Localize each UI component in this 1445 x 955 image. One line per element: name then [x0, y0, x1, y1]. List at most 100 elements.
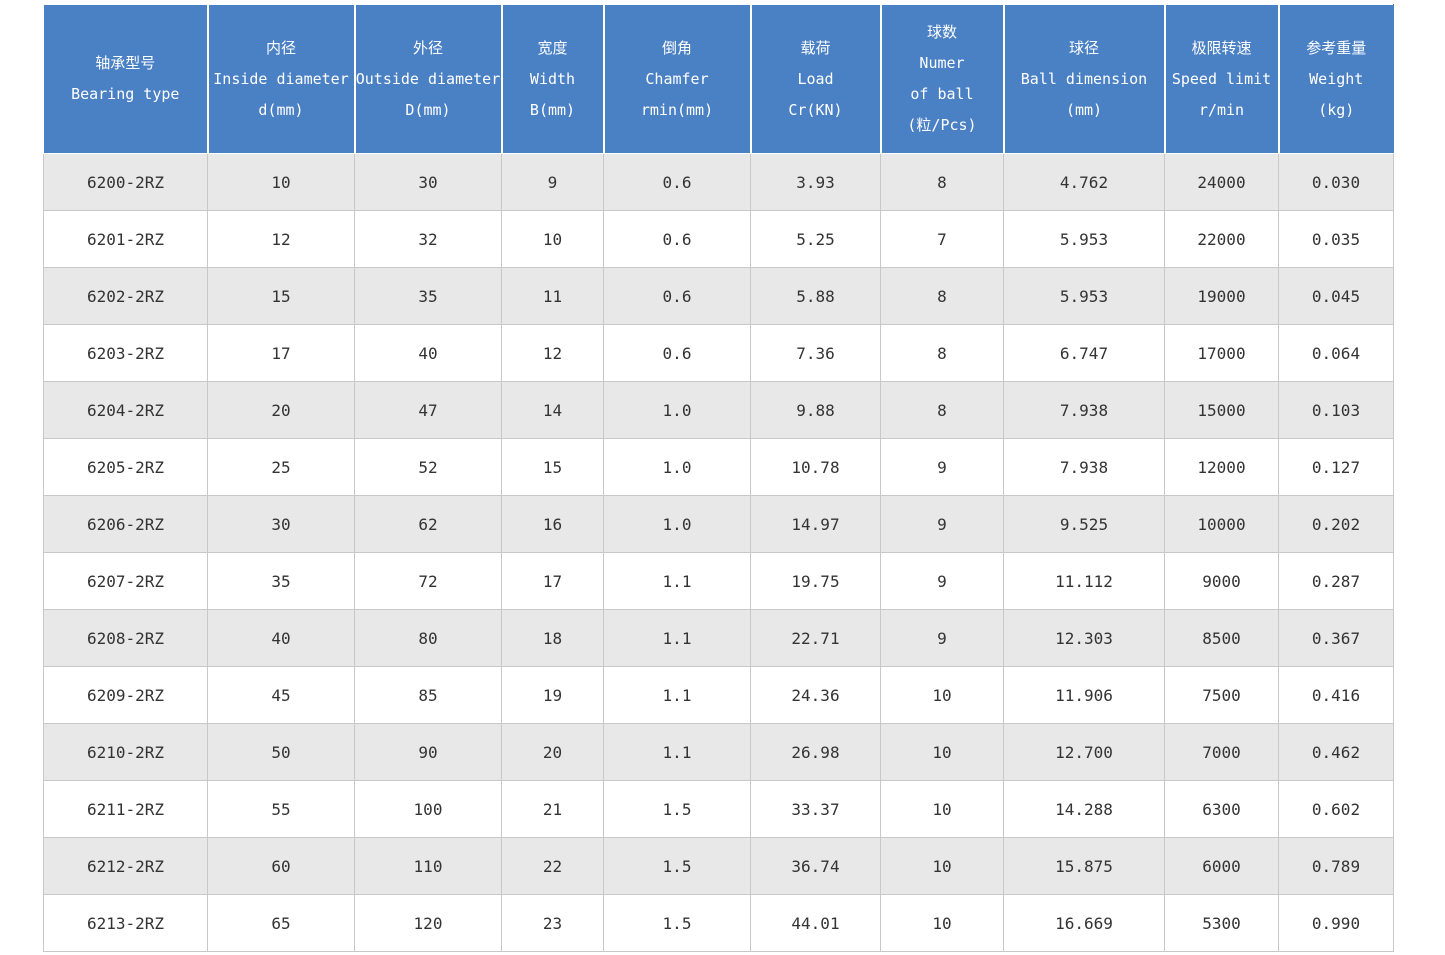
- cell-ball-dimension: 7.938: [1003, 438, 1165, 496]
- column-header-outside-diameter: 外径 Outside diameter D(mm): [354, 4, 503, 154]
- cell-chamfer: 1.1: [603, 666, 751, 724]
- cell-inside-diameter: 25: [207, 438, 355, 496]
- cell-number-of-balls: 9: [880, 495, 1004, 553]
- header-unit-label: (kg): [1318, 100, 1355, 119]
- cell-speed-limit: 17000: [1164, 324, 1279, 382]
- header-unit-label: rmin(mm): [640, 100, 714, 119]
- cell-inside-diameter: 20: [207, 381, 355, 439]
- column-header-width: 宽度 Width B(mm): [501, 4, 605, 154]
- cell-outside-diameter: 35: [354, 267, 502, 325]
- cell-weight: 0.990: [1278, 894, 1394, 952]
- cell-ball-dimension: 6.747: [1003, 324, 1165, 382]
- cell-speed-limit: 7500: [1164, 666, 1279, 724]
- cell-width: 16: [501, 495, 604, 553]
- header-en-label: Numer: [919, 54, 965, 72]
- cell-ball-dimension: 7.938: [1003, 381, 1165, 439]
- cell-number-of-balls: 9: [880, 609, 1004, 667]
- header-unit-label: Cr(KN): [788, 100, 843, 119]
- header-unit-label: B(mm): [529, 100, 576, 119]
- cell-bearing-type: 6208-2RZ: [43, 609, 208, 667]
- cell-bearing-type: 6203-2RZ: [43, 324, 208, 382]
- cell-inside-diameter: 17: [207, 324, 355, 382]
- cell-ball-dimension: 5.953: [1003, 267, 1165, 325]
- cell-chamfer: 1.0: [603, 381, 751, 439]
- cell-outside-diameter: 100: [354, 780, 502, 838]
- header-en-label: Outside diameter: [355, 69, 501, 88]
- cell-width: 9: [501, 153, 604, 211]
- cell-speed-limit: 9000: [1164, 552, 1279, 610]
- header-zh-label: 球径: [1068, 38, 1099, 57]
- cell-chamfer: 1.0: [603, 495, 751, 553]
- cell-width: 14: [501, 381, 604, 439]
- bearing-spec-table: 轴承型号 Bearing type 内径 Inside diameter d(mm) 外径…: [43, 4, 1394, 952]
- cell-chamfer: 1.5: [603, 894, 751, 952]
- header-en-label: Width: [529, 69, 576, 88]
- cell-bearing-type: 6204-2RZ: [43, 381, 208, 439]
- cell-weight: 0.103: [1278, 381, 1394, 439]
- cell-load: 5.25: [750, 210, 881, 268]
- cell-ball-dimension: 9.525: [1003, 495, 1165, 553]
- cell-speed-limit: 19000: [1164, 267, 1279, 325]
- cell-inside-diameter: 55: [207, 780, 355, 838]
- cell-number-of-balls: 10: [880, 894, 1004, 952]
- cell-inside-diameter: 12: [207, 210, 355, 268]
- cell-outside-diameter: 62: [354, 495, 502, 553]
- table-row: 6208-2RZ 40 80 18 1.1 22.71 9 12.303 8500 0.367: [43, 609, 1394, 667]
- cell-bearing-type: 6207-2RZ: [43, 552, 208, 610]
- cell-width: 18: [501, 609, 604, 667]
- cell-inside-diameter: 60: [207, 837, 355, 895]
- cell-speed-limit: 6300: [1164, 780, 1279, 838]
- cell-load: 3.93: [750, 153, 881, 211]
- table-row: 6204-2RZ 20 47 14 1.0 9.88 8 7.938 15000 0.103: [43, 381, 1394, 439]
- cell-bearing-type: 6213-2RZ: [43, 894, 208, 952]
- cell-width: 20: [501, 723, 604, 781]
- cell-inside-diameter: 40: [207, 609, 355, 667]
- cell-weight: 0.127: [1278, 438, 1394, 496]
- cell-number-of-balls: 10: [880, 837, 1004, 895]
- cell-weight: 0.202: [1278, 495, 1394, 553]
- cell-load: 26.98: [750, 723, 881, 781]
- header-zh-label: 倒角: [661, 38, 692, 57]
- cell-chamfer: 1.1: [603, 723, 751, 781]
- cell-chamfer: 0.6: [603, 267, 751, 325]
- table-header: 轴承型号 Bearing type 内径 Inside diameter d(mm) 外径…: [43, 4, 1394, 154]
- table-row: 6201-2RZ 12 32 10 0.6 5.25 7 5.953 22000 0.035: [43, 210, 1394, 268]
- cell-speed-limit: 7000: [1164, 723, 1279, 781]
- cell-load: 36.74: [750, 837, 881, 895]
- cell-weight: 0.602: [1278, 780, 1394, 838]
- cell-ball-dimension: 12.303: [1003, 609, 1165, 667]
- cell-inside-diameter: 65: [207, 894, 355, 952]
- cell-bearing-type: 6212-2RZ: [43, 837, 208, 895]
- cell-load: 44.01: [750, 894, 881, 952]
- cell-weight: 0.789: [1278, 837, 1394, 895]
- cell-number-of-balls: 9: [880, 552, 1004, 610]
- cell-chamfer: 0.6: [603, 153, 751, 211]
- header-unit-label: of ball: [910, 85, 974, 103]
- cell-ball-dimension: 15.875: [1003, 837, 1165, 895]
- cell-load: 7.36: [750, 324, 881, 382]
- cell-outside-diameter: 40: [354, 324, 502, 382]
- header-en-label: Speed limit: [1171, 69, 1272, 88]
- table-row: 6210-2RZ 50 90 20 1.1 26.98 10 12.700 7000 0.462: [43, 723, 1394, 781]
- table-row: 6205-2RZ 25 52 15 1.0 10.78 9 7.938 12000 0.127: [43, 438, 1394, 496]
- cell-ball-dimension: 5.953: [1003, 210, 1165, 268]
- cell-weight: 0.035: [1278, 210, 1394, 268]
- header-en-label: Weight: [1309, 69, 1364, 88]
- table-row: 6209-2RZ 45 85 19 1.1 24.36 10 11.906 7500 0.416: [43, 666, 1394, 724]
- cell-speed-limit: 15000: [1164, 381, 1279, 439]
- cell-outside-diameter: 72: [354, 552, 502, 610]
- column-header-number-of-balls: 球数 Numer of ball (粒/Pcs): [880, 4, 1005, 154]
- cell-outside-diameter: 47: [354, 381, 502, 439]
- cell-outside-diameter: 52: [354, 438, 502, 496]
- cell-chamfer: 1.1: [603, 609, 751, 667]
- cell-chamfer: 0.6: [603, 324, 751, 382]
- cell-bearing-type: 6210-2RZ: [43, 723, 208, 781]
- cell-weight: 0.367: [1278, 609, 1394, 667]
- cell-load: 10.78: [750, 438, 881, 496]
- cell-inside-diameter: 50: [207, 723, 355, 781]
- cell-bearing-type: 6211-2RZ: [43, 780, 208, 838]
- cell-ball-dimension: 12.700: [1003, 723, 1165, 781]
- cell-outside-diameter: 90: [354, 723, 502, 781]
- column-header-weight: 参考重量 Weight (kg): [1278, 4, 1394, 154]
- cell-inside-diameter: 10: [207, 153, 355, 211]
